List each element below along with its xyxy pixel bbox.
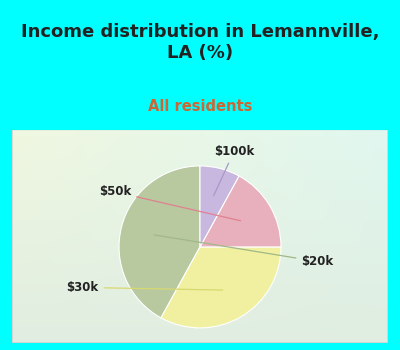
Wedge shape [161, 247, 281, 328]
Wedge shape [200, 176, 281, 247]
Text: $30k: $30k [66, 281, 223, 294]
Text: All residents: All residents [148, 99, 252, 114]
Text: $20k: $20k [154, 235, 334, 268]
Text: Income distribution in Lemannville,
LA (%): Income distribution in Lemannville, LA (… [21, 23, 379, 62]
Text: $50k: $50k [99, 186, 240, 221]
Wedge shape [200, 166, 239, 247]
Text: $100k: $100k [214, 145, 254, 196]
Wedge shape [119, 166, 200, 318]
